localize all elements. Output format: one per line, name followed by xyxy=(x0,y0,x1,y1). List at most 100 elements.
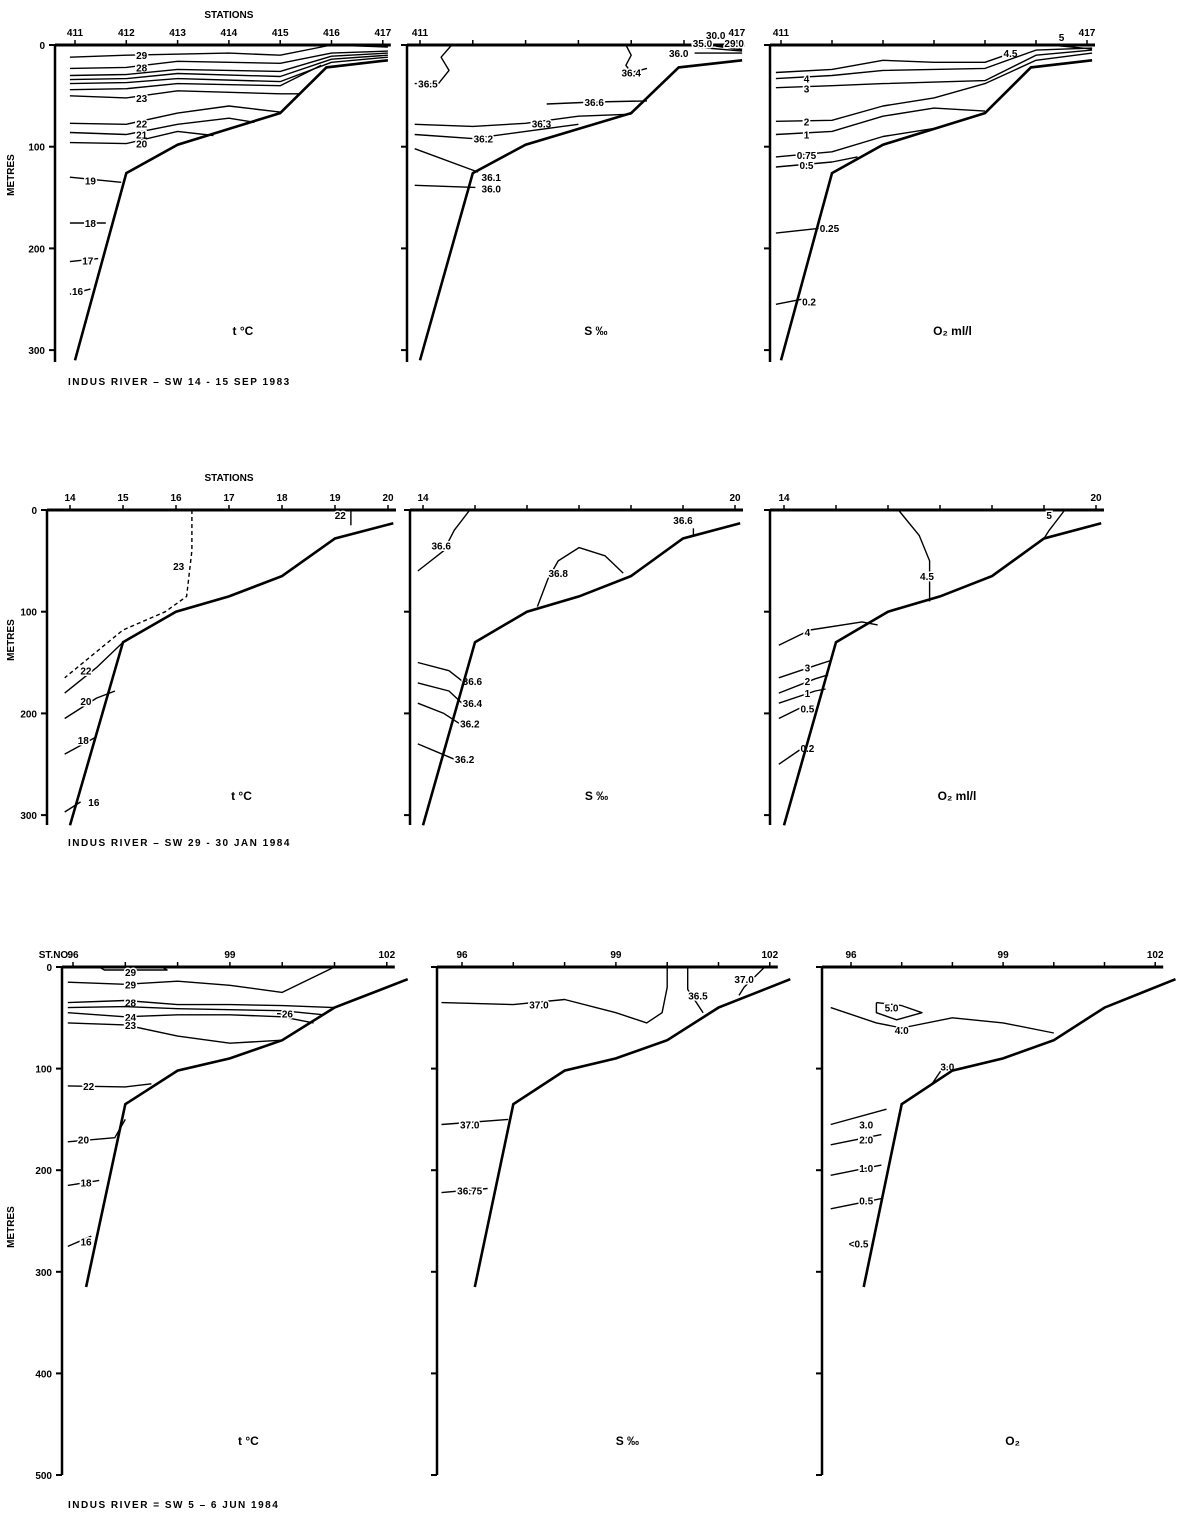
isoline-label: 1 xyxy=(805,689,811,700)
isoline xyxy=(67,1012,314,1024)
station-label: 417 xyxy=(728,28,745,39)
isoline-label: 36.6 xyxy=(673,516,693,527)
isoline xyxy=(414,184,476,189)
panel-title: t °C xyxy=(231,789,252,803)
isoline-label: 4 xyxy=(804,75,810,86)
isoline xyxy=(775,47,1093,80)
isoline-label: 29 xyxy=(125,980,137,991)
isoline-label: 4.5 xyxy=(920,572,934,583)
isoline xyxy=(417,661,466,684)
isoline-label: 4.0 xyxy=(895,1026,909,1037)
station-label: 411 xyxy=(67,28,84,39)
isoline xyxy=(536,546,624,607)
isoline-label: 1.0 xyxy=(859,1164,873,1175)
station-label: 102 xyxy=(761,950,778,961)
isoline-label: 36.6 xyxy=(431,542,451,553)
station-label: 17 xyxy=(223,493,235,504)
isoline xyxy=(69,176,122,183)
y-tick-label: 100 xyxy=(35,1065,52,1076)
station-label: 16 xyxy=(170,493,182,504)
isoline xyxy=(64,641,124,694)
isoline xyxy=(69,288,91,295)
isoline xyxy=(731,46,743,50)
sea-bottom-profile xyxy=(418,59,743,361)
isoline xyxy=(417,509,471,572)
isoline xyxy=(414,148,479,173)
isoline-label: 22 xyxy=(80,667,92,678)
y-axis-title: METRES xyxy=(6,154,17,196)
isoline xyxy=(69,130,214,145)
isoline xyxy=(830,1164,882,1176)
station-label: 15 xyxy=(117,493,129,504)
isoline xyxy=(441,1187,488,1194)
isoline-label: 17 xyxy=(82,257,94,268)
isoline xyxy=(715,45,743,51)
isoline-label: 20 xyxy=(78,1136,90,1147)
isoline-label: 22 xyxy=(335,511,347,522)
y-axis-title: METRES xyxy=(6,1206,17,1248)
isoline xyxy=(775,54,1006,74)
isoline-label: 2 xyxy=(804,117,810,128)
isoline xyxy=(775,227,822,234)
isoline xyxy=(69,117,255,136)
isoline-label: 2.0 xyxy=(859,1136,873,1147)
panel-title: t °C xyxy=(238,1434,259,1448)
sea-bottom-profile xyxy=(84,977,409,1288)
isoline xyxy=(775,127,935,158)
y-tick-label: 300 xyxy=(28,346,45,357)
isoline-label: 20 xyxy=(80,697,92,708)
isoline-label: 22 xyxy=(83,1082,95,1093)
isoline-label: 36.5 xyxy=(688,991,708,1002)
isoline xyxy=(775,156,858,168)
isoline xyxy=(67,1005,325,1016)
y-tick-label: 200 xyxy=(35,1166,52,1177)
isoline-label: 36.6 xyxy=(585,98,605,109)
isoline xyxy=(775,107,986,136)
isoline xyxy=(625,44,648,74)
station-label: 417 xyxy=(374,28,391,39)
station-label: 96 xyxy=(456,950,468,961)
sea-bottom-profile xyxy=(473,977,791,1288)
isoline xyxy=(64,736,97,755)
isoline-label: 26 xyxy=(282,1010,294,1021)
isoline xyxy=(64,510,193,679)
isoline xyxy=(778,749,800,765)
isoline-label: 36.75 xyxy=(457,1187,482,1198)
isoline-label: 16 xyxy=(81,1237,93,1248)
station-label: 20 xyxy=(1090,493,1102,504)
panel-title: S ‰ xyxy=(585,789,608,803)
panel-2: 96 99 102 37.0 36.5 37.0 37.0 36.75 S ‰ xyxy=(431,950,791,1476)
isoline xyxy=(546,100,648,105)
isoline-label: 5 xyxy=(1059,33,1065,44)
isoline xyxy=(417,743,455,760)
isoline xyxy=(69,90,301,99)
isoline-label: 1 xyxy=(804,130,810,141)
panel-title: S ‰ xyxy=(584,324,607,338)
isoline-label: 18 xyxy=(78,736,90,747)
section-caption: INDUS RIVER = SW 5 – 6 JUN 1984 xyxy=(68,1500,279,1511)
station-label: 411 xyxy=(412,28,429,39)
isoline xyxy=(830,1133,882,1146)
isoline-label: 36.5 xyxy=(418,80,438,91)
isoline-label: 0.5 xyxy=(800,704,814,715)
isoline xyxy=(67,1022,283,1044)
x-axis-title: ST.NO. xyxy=(39,950,71,961)
y-tick-label: 300 xyxy=(35,1268,52,1279)
isoline-label: 22 xyxy=(136,119,148,130)
station-label: 96 xyxy=(845,950,857,961)
station-label: 411 xyxy=(773,28,790,39)
isoline xyxy=(778,707,800,720)
station-label: 99 xyxy=(998,950,1010,961)
isoline-label: 0.2 xyxy=(802,297,816,308)
isoline-label: 28 xyxy=(125,999,137,1010)
panel-title: O₂ ml/l xyxy=(938,789,977,803)
station-label: 102 xyxy=(378,950,395,961)
station-label: 412 xyxy=(118,28,135,39)
isoline-label: 18 xyxy=(85,219,97,230)
isoline-label: 37.0 xyxy=(734,975,754,986)
